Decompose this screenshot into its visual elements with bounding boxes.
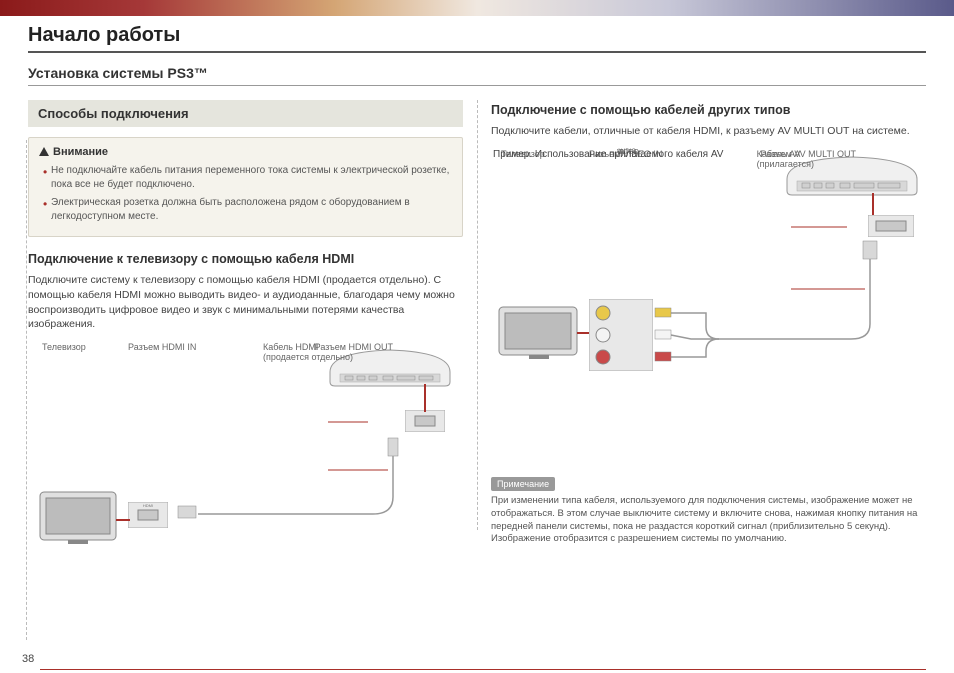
left-column: Способы подключения Внимание Не подключа… — [28, 100, 463, 572]
other-cables-heading: Подключение с помощью кабелей других тип… — [491, 102, 926, 118]
page-title: Начало работы — [28, 24, 926, 47]
other-cables-body: Подключите кабели, отличные от кабеля HD… — [491, 124, 926, 139]
two-column-layout: Способы подключения Внимание Не подключа… — [28, 100, 926, 572]
subtitle-rule — [28, 85, 926, 86]
page-number: 38 — [22, 653, 34, 665]
hdmi-in-label: Разъем HDMI IN — [128, 342, 196, 352]
hdmi-in-port-icon: HDMI — [128, 502, 168, 528]
page-subtitle: Установка системы PS3™ — [28, 65, 926, 81]
right-column: Подключение с помощью кабелей других тип… — [491, 100, 926, 572]
hdmi-body: Подключите систему к телевизору с помощь… — [28, 273, 463, 332]
tv-label: Телевизор — [42, 342, 86, 352]
warning-item: Не подключайте кабель питания переменног… — [43, 164, 452, 191]
footer-red-line — [40, 669, 926, 670]
hdmi-heading: Подключение к телевизору с помощью кабел… — [28, 251, 463, 267]
warning-box: Внимание Не подключайте кабель питания п… — [28, 137, 463, 237]
note-text: При изменении типа кабеля, используемого… — [491, 495, 926, 546]
warning-item: Электрическая розетка должна быть распол… — [43, 196, 452, 223]
warning-list: Не подключайте кабель питания переменног… — [39, 164, 452, 223]
av-cable-label: Кабель AV (прилагается) — [757, 149, 814, 169]
leader-line — [415, 384, 435, 414]
title-rule — [28, 51, 926, 53]
hdmi-cable-label: Кабель HDMI (продается отдельно) — [263, 342, 353, 362]
warning-icon — [39, 147, 49, 156]
av-multi-out-port-icon — [868, 215, 914, 237]
note-badge: Примечание — [491, 477, 555, 491]
page-content: Начало работы Установка системы PS3™ Спо… — [0, 16, 954, 572]
tv-icon — [38, 490, 118, 548]
left-margin-dashline — [26, 140, 27, 640]
warning-title: Внимание — [53, 146, 108, 158]
av-diagram: Разъем AV MULTI OUT Кабель AV (прилагает… — [491, 149, 926, 409]
right-margin-dashline — [477, 100, 478, 530]
section-header-label: Способы подключения — [38, 106, 189, 121]
warning-title-row: Внимание — [39, 146, 452, 158]
top-gradient-bar — [0, 0, 954, 16]
tv-icon — [497, 305, 579, 363]
av-example-caption: Пример. Использование прилагаемого кабел… — [493, 149, 723, 160]
section-header-methods: Способы подключения — [28, 100, 463, 127]
video-in-panel-icon — [589, 299, 653, 371]
hdmi-diagram: Разъем HDMI OUT Кабель HDMI (продается о… — [28, 342, 463, 572]
svg-text:HDMI: HDMI — [143, 503, 153, 508]
